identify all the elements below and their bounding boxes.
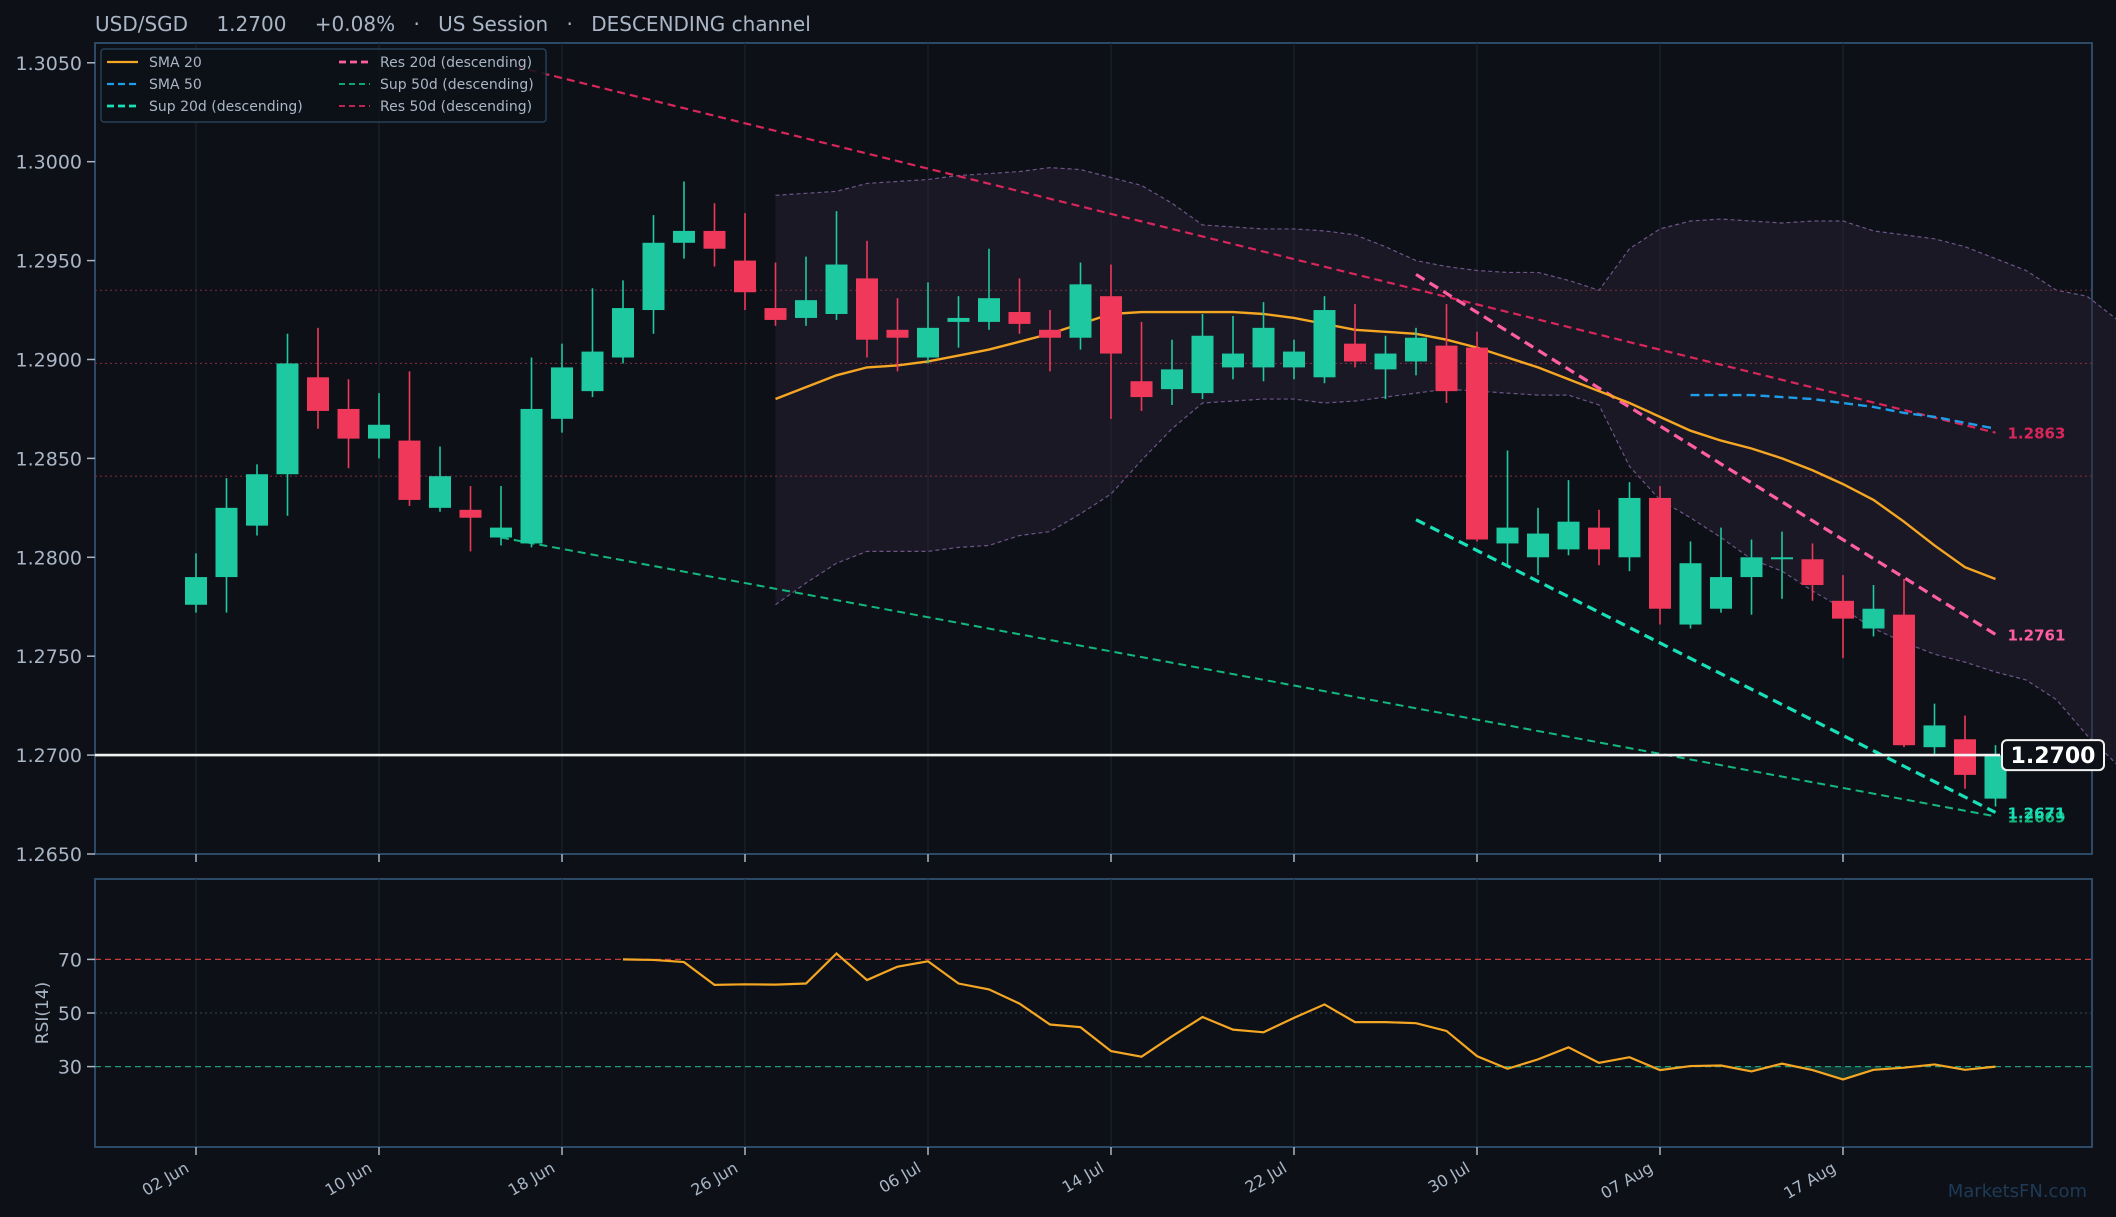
candle-body — [1893, 615, 1915, 746]
candle-body — [460, 510, 482, 518]
candle-body — [1283, 352, 1305, 368]
price-axis-tick-label: 1.3050 — [16, 53, 82, 75]
candle-body — [1771, 557, 1793, 559]
trendline-end-label: 1.2761 — [2008, 626, 2066, 644]
rsi-axis-tick-label: 70 — [58, 949, 82, 971]
candle-body — [1527, 534, 1549, 558]
candle-body — [917, 328, 939, 358]
header-separator-1: · — [413, 12, 419, 36]
candle-body — [1558, 522, 1580, 550]
legend-label-res50: Res 50d (descending) — [380, 99, 532, 115]
candle-body — [1710, 577, 1732, 609]
candle-body — [856, 278, 878, 339]
candle-body — [1161, 369, 1183, 389]
price-axis-tick-label: 1.2950 — [16, 251, 82, 273]
last-price-label: 1.2700 — [2011, 744, 2096, 769]
candle-body — [368, 425, 390, 439]
price-axis-tick-label: 1.2900 — [16, 349, 82, 371]
candle-body — [399, 441, 421, 500]
candle-body — [643, 243, 665, 310]
candle-body — [1802, 559, 1824, 585]
rsi-axis-tick-label: 50 — [58, 1003, 82, 1025]
candle-body — [521, 409, 543, 544]
price-axis-tick-label: 1.2750 — [16, 646, 82, 668]
header-channel: DESCENDING channel — [591, 12, 811, 36]
price-axis-tick-label: 1.3000 — [16, 152, 82, 174]
legend-label-res20: Res 20d (descending) — [380, 55, 532, 71]
header-separator-2: · — [567, 12, 573, 36]
candle-body — [551, 367, 573, 418]
candle-body — [673, 231, 695, 243]
candle-body — [948, 318, 970, 322]
candle-body — [1497, 528, 1519, 544]
header-pair: USD/SGD — [95, 12, 188, 36]
legend-label-sma50: SMA 50 — [149, 77, 202, 93]
candle-body — [1588, 528, 1610, 550]
candle-body — [1100, 296, 1122, 353]
candle-body — [887, 330, 909, 338]
candle-body — [765, 308, 787, 320]
candle-body — [612, 308, 634, 357]
header-change: +0.08% — [315, 12, 395, 36]
candle-body — [1375, 354, 1397, 370]
candle — [1466, 332, 1488, 542]
candle-body — [1436, 346, 1458, 391]
candle-body — [216, 508, 238, 577]
trendline-end-label: 1.2671 — [2008, 804, 2066, 822]
candle-body — [185, 577, 207, 605]
candle-body — [246, 474, 268, 525]
candle-body — [1253, 328, 1275, 368]
candle-body — [1924, 725, 1946, 747]
trendline-end-label: 1.2863 — [2008, 425, 2066, 443]
candle-body — [307, 377, 329, 411]
price-axis-tick-label: 1.2650 — [16, 844, 82, 866]
legend-label-sma20: SMA 20 — [149, 55, 202, 71]
candle-body — [978, 298, 1000, 322]
candle-body — [795, 300, 817, 318]
candle-body — [429, 476, 451, 508]
candle-body — [490, 528, 512, 538]
candle-body — [1832, 601, 1854, 619]
candle-body — [1070, 284, 1092, 337]
candle-body — [1680, 563, 1702, 624]
candle-body — [734, 261, 756, 293]
candle — [1649, 486, 1671, 624]
candle-body — [1619, 498, 1641, 557]
candle-body — [704, 231, 726, 249]
legend: SMA 20 SMA 50 Sup 20d (descending) Res 2… — [101, 49, 546, 122]
candle-body — [1954, 739, 1976, 775]
candle-body — [277, 363, 299, 474]
candle-body — [1466, 348, 1488, 540]
candle-body — [1649, 498, 1671, 609]
candle-body — [826, 265, 848, 314]
candle-body — [1741, 557, 1763, 577]
candle-body — [582, 352, 604, 392]
price-axis-tick-label: 1.2850 — [16, 448, 82, 470]
candle-body — [338, 409, 360, 439]
header-session: US Session — [438, 12, 548, 36]
candle-body — [1039, 330, 1061, 338]
candle-body — [1863, 609, 1885, 629]
legend-label-sup20: Sup 20d (descending) — [149, 99, 303, 115]
candle — [246, 464, 268, 535]
rsi-panel — [95, 879, 2092, 1147]
price-axis-tick-label: 1.2700 — [16, 745, 82, 767]
candle-body — [1405, 338, 1427, 362]
legend-label-sup50: Sup 50d (descending) — [380, 77, 534, 93]
price-axis-tick-label: 1.2800 — [16, 547, 82, 569]
rsi-axis-label: RSI(14) — [33, 982, 53, 1045]
candle-body — [1344, 344, 1366, 362]
candle-body — [1222, 354, 1244, 368]
watermark: MarketsFN.com — [1948, 1181, 2087, 1202]
rsi-axis-tick-label: 30 — [58, 1057, 82, 1079]
candle-body — [1192, 336, 1214, 393]
candle-body — [1009, 312, 1031, 324]
header-price: 1.2700 — [216, 12, 286, 36]
candle-body — [1131, 381, 1153, 397]
candle-body — [1314, 310, 1336, 377]
